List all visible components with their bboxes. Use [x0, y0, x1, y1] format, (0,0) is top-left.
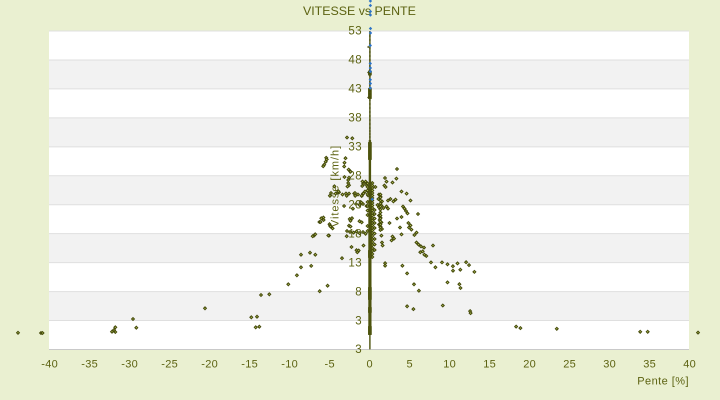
svg-text:33: 33	[348, 142, 362, 154]
svg-text:-10: -10	[281, 359, 298, 371]
svg-text:-30: -30	[121, 359, 138, 371]
svg-text:-15: -15	[241, 359, 258, 371]
svg-text:48: 48	[348, 55, 362, 67]
svg-text:30: 30	[603, 359, 616, 371]
svg-text:5: 5	[406, 359, 412, 371]
svg-text:3: 3	[355, 344, 362, 356]
svg-text:3: 3	[355, 315, 362, 327]
svg-text:Pente [%]: Pente [%]	[637, 376, 689, 388]
svg-text:VITESSE vs PENTE: VITESSE vs PENTE	[303, 4, 416, 18]
svg-text:-20: -20	[201, 359, 218, 371]
svg-text:-25: -25	[161, 359, 178, 371]
svg-text:10: 10	[443, 359, 456, 371]
svg-text:25: 25	[563, 359, 576, 371]
svg-text:-40: -40	[41, 359, 58, 371]
svg-text:13: 13	[348, 257, 362, 269]
svg-text:53: 53	[348, 26, 362, 38]
svg-text:28: 28	[348, 170, 362, 182]
svg-text:40: 40	[683, 359, 696, 371]
svg-text:-5: -5	[325, 359, 335, 371]
svg-text:-35: -35	[81, 359, 98, 371]
svg-text:43: 43	[348, 84, 362, 96]
svg-text:38: 38	[348, 113, 362, 125]
svg-text:15: 15	[483, 359, 496, 371]
svg-text:20: 20	[523, 359, 536, 371]
svg-text:35: 35	[643, 359, 656, 371]
svg-text:0: 0	[366, 359, 372, 371]
svg-text:8: 8	[355, 286, 362, 298]
